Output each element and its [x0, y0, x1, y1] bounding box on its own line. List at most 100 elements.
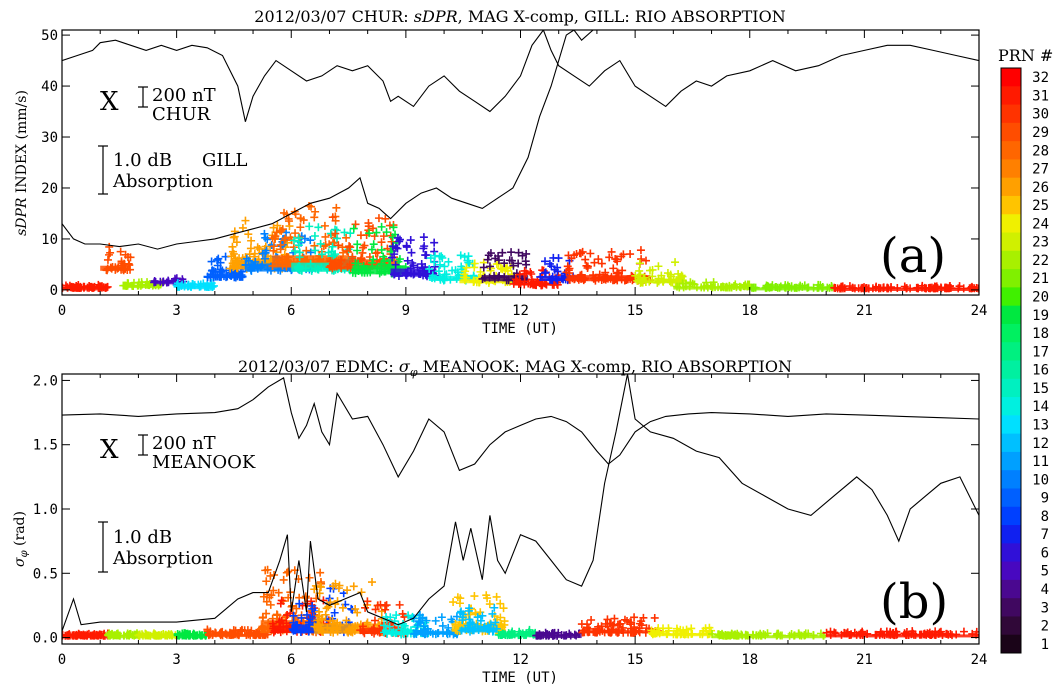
- dense-band-prn-5: [153, 281, 185, 285]
- colorbar-label: 3: [1041, 600, 1049, 616]
- colorbar-label: 8: [1041, 509, 1049, 525]
- dense-band-prn-17: [497, 634, 536, 638]
- data-point-prn-30: [400, 612, 409, 621]
- data-point-prn-6: [393, 244, 402, 253]
- panel-a-absorption-scale-bar: [98, 145, 108, 195]
- data-point-prn-29: [377, 238, 386, 247]
- data-point-prn-23: [635, 266, 644, 275]
- data-point-prn-10: [306, 248, 315, 257]
- panel-b-data-layer: [62, 374, 979, 640]
- data-point-prn-28: [259, 592, 268, 601]
- data-point-prn-22: [137, 278, 146, 287]
- colorbar-cell-prn-23: [1001, 232, 1021, 252]
- data-point-prn-28: [266, 571, 275, 580]
- data-point-prn-29: [364, 222, 373, 231]
- data-point-prn-6: [407, 248, 416, 257]
- data-point-prn-6: [419, 233, 428, 242]
- colorbar-label: 14: [1032, 399, 1049, 415]
- data-point-prn-3: [479, 263, 488, 272]
- data-point-prn-15: [295, 248, 304, 257]
- colorbar-cell-prn-12: [1001, 433, 1021, 453]
- data-point-prn-7: [541, 257, 550, 266]
- data-point-prn-31: [515, 270, 524, 279]
- data-point-prn-24: [687, 624, 696, 633]
- data-point-prn-6: [406, 236, 415, 245]
- data-point-prn-30: [567, 254, 576, 263]
- colorbar-label: 18: [1032, 326, 1049, 342]
- data-point-prn-26: [232, 238, 241, 247]
- data-point-prn-23: [677, 271, 686, 280]
- colorbar-label: 16: [1032, 363, 1049, 379]
- dense-band-prn-24: [459, 279, 513, 284]
- colorbar-label: 24: [1032, 216, 1049, 232]
- colorbar-cell-prn-6: [1001, 543, 1021, 563]
- data-point-prn-26: [349, 582, 358, 591]
- data-point-prn-30: [583, 262, 592, 271]
- data-point-prn-15: [294, 241, 303, 250]
- data-point-prn-3: [509, 261, 518, 270]
- colorbar-cell-prn-30: [1001, 104, 1021, 124]
- colorbar-label: 26: [1032, 180, 1049, 196]
- data-point-prn-6: [419, 244, 428, 253]
- data-point-prn-15: [316, 239, 325, 248]
- data-point-prn-14: [456, 251, 465, 260]
- dense-band-prn-21: [749, 287, 834, 291]
- colorbar-cell-prn-17: [1001, 342, 1021, 361]
- y-tick-label: 1.0: [33, 502, 58, 518]
- data-point-prn-14: [385, 622, 394, 631]
- data-point-prn-25: [496, 599, 505, 608]
- data-point-prn-28: [292, 604, 301, 613]
- data-point-prn-29: [117, 257, 126, 266]
- x-tick-label: 9: [402, 652, 410, 668]
- data-point-prn-26: [253, 243, 262, 252]
- data-point-prn-3: [485, 262, 494, 271]
- data-point-prn-10: [260, 229, 269, 238]
- panel-b-ylabel: σφ (rad): [12, 511, 30, 567]
- data-point-prn-30: [581, 255, 590, 264]
- data-point-prn-9: [207, 257, 216, 266]
- data-point-prn-14: [404, 611, 413, 620]
- colorbar-cell-prn-13: [1001, 415, 1021, 435]
- data-point-prn-28: [316, 568, 325, 577]
- data-point-prn-28: [321, 240, 330, 249]
- dense-band-prn-29: [207, 634, 269, 638]
- data-point-prn-28: [280, 236, 289, 245]
- data-point-prn-28: [301, 592, 310, 601]
- data-point-prn-23: [635, 259, 644, 268]
- data-point-prn-22: [678, 279, 687, 288]
- data-point-prn-15: [317, 250, 326, 259]
- colorbar-cell-prn-15: [1001, 378, 1021, 398]
- dense-band-prn-30: [581, 630, 659, 634]
- prn-colorbar: PRN # 3231302928272625242322212019181716…: [998, 46, 1053, 654]
- data-point-prn-19: [377, 222, 386, 231]
- data-point-prn-29: [358, 248, 367, 257]
- x-tick-label: 3: [172, 303, 180, 319]
- data-point-prn-8: [308, 601, 317, 610]
- data-point-prn-19: [369, 240, 378, 249]
- colorbar-cell-prn-10: [1001, 470, 1021, 489]
- data-point-prn-26: [324, 602, 333, 611]
- data-point-prn-11: [422, 616, 431, 625]
- data-point-prn-6: [403, 256, 412, 265]
- data-point-prn-19: [379, 252, 388, 261]
- data-point-prn-24: [659, 624, 668, 633]
- panel-b-absorption-label: Absorption: [112, 548, 214, 569]
- colorbar-cell-prn-2: [1001, 616, 1021, 636]
- colorbar-cell-prn-25: [1001, 195, 1021, 215]
- data-point-prn-6: [421, 251, 430, 260]
- data-point-prn-6: [430, 247, 439, 256]
- data-point-prn-19: [380, 257, 389, 266]
- panel-b-title: 2012/03/07 EDMC: σφ MEANOOK: MAG X-comp,…: [238, 357, 792, 379]
- data-point-prn-14: [380, 621, 389, 630]
- colorbar-label: 7: [1041, 527, 1049, 543]
- data-point-prn-30: [639, 613, 648, 622]
- data-point-prn-12: [476, 616, 485, 625]
- dense-band-prn-6: [390, 268, 437, 277]
- y-tick-label: 0.0: [33, 631, 58, 647]
- data-point-prn-14: [386, 613, 395, 622]
- data-point-prn-23: [648, 272, 657, 281]
- data-point-prn-6: [430, 238, 439, 247]
- data-point-prn-30: [577, 620, 586, 629]
- data-point-prn-12: [491, 618, 500, 627]
- x-tick-label: 0: [58, 303, 66, 319]
